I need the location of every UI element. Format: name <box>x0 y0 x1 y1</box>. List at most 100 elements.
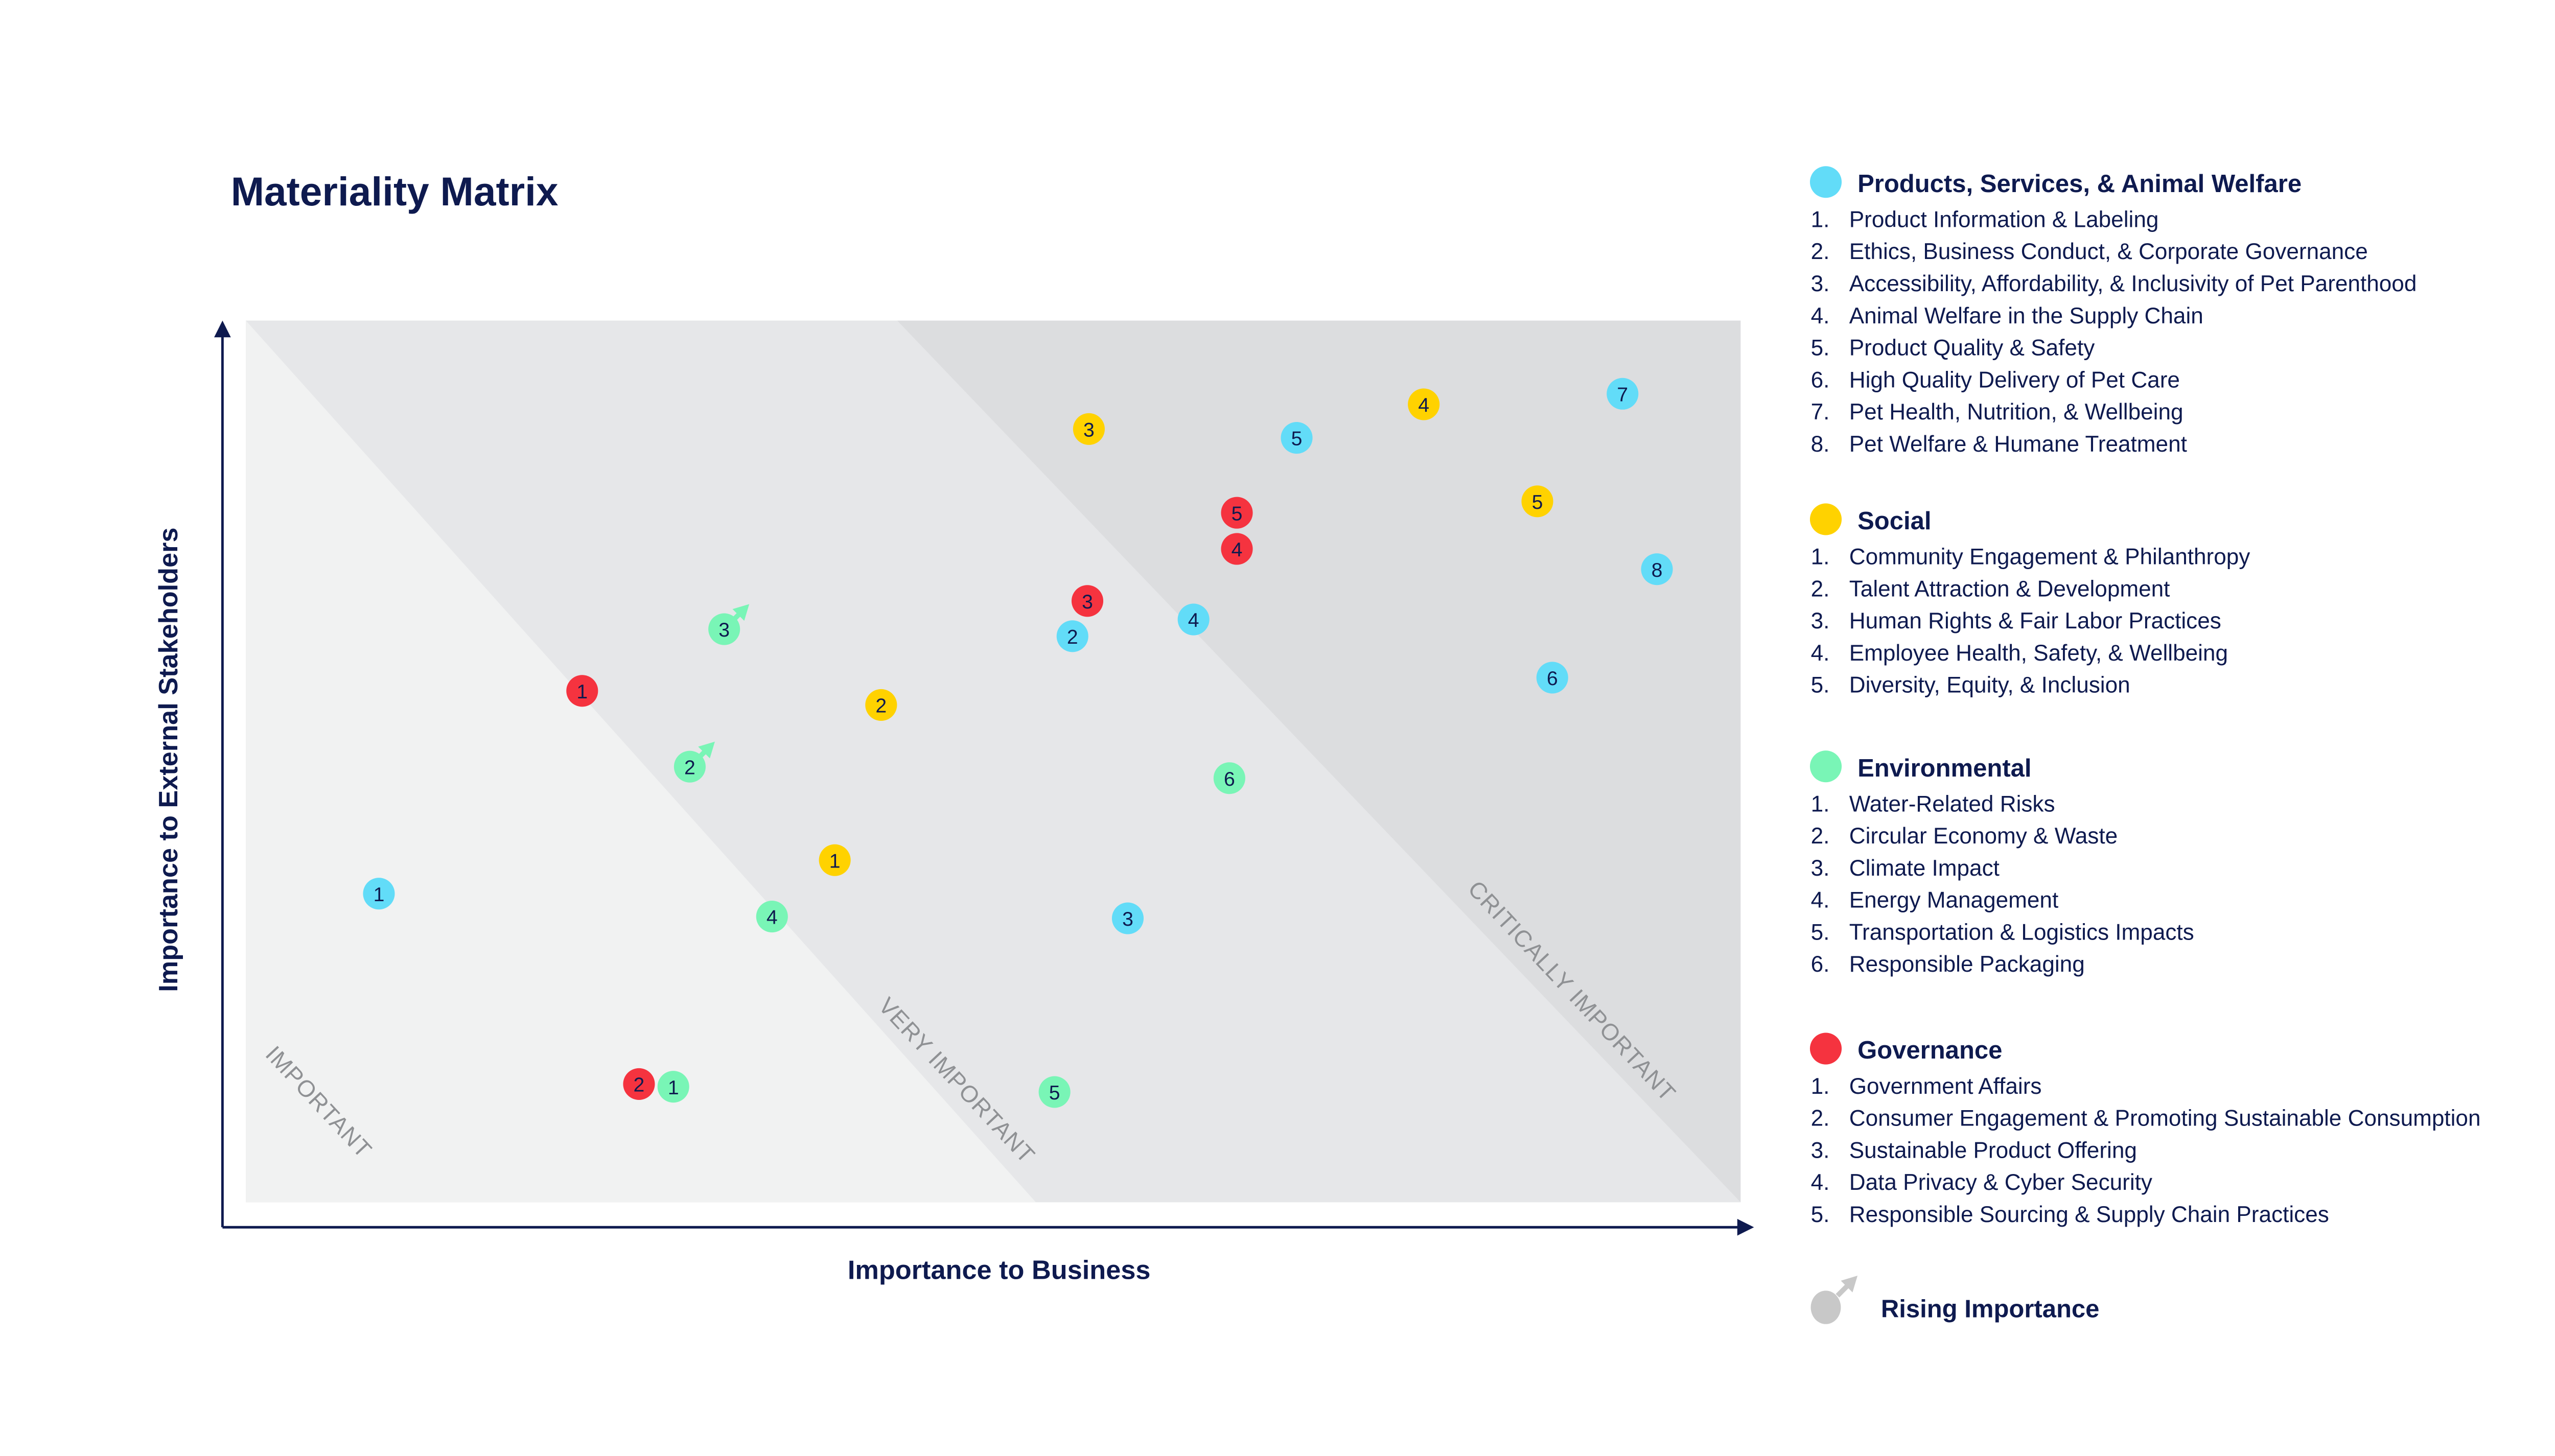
legend-item: Climate Impact <box>1849 856 2000 881</box>
legend-item: High Quality Delivery of Pet Care <box>1849 367 2180 392</box>
data-point[interactable]: 2 <box>865 689 897 721</box>
legend-item: Community Engagement & Philanthropy <box>1849 545 2250 570</box>
legend-item: Sustainable Product Offering <box>1849 1138 2137 1163</box>
legend-item: Government Affairs <box>1849 1074 2042 1099</box>
point-marker <box>1071 585 1104 617</box>
legend-item-number: 2. <box>1811 824 1830 849</box>
legend-rising-importance: Rising Importance <box>1810 1276 2100 1324</box>
legend-item-number: 5. <box>1811 1202 1830 1227</box>
point-marker <box>673 750 706 783</box>
point-marker <box>363 878 395 910</box>
data-point[interactable]: 2 <box>623 1068 655 1100</box>
data-point[interactable]: 4 <box>1408 388 1440 420</box>
rising-arrow-icon-head <box>732 604 750 621</box>
point-marker <box>1056 620 1088 652</box>
data-point[interactable]: 6 <box>1213 762 1245 794</box>
point-label: 6 <box>1547 667 1558 690</box>
legend: Products, Services, & Animal Welfare 1. Pr… <box>1809 166 2481 1324</box>
axes: Importance to Business Importance to Ext… <box>154 320 1754 1285</box>
legend-item-number: 1. <box>1811 545 1830 570</box>
legend-item: Product Quality & Safety <box>1849 336 2095 361</box>
legend-item: Human Rights & Fair Labor Practices <box>1849 608 2221 633</box>
legend-item: Circular Economy & Waste <box>1849 824 2118 849</box>
rising-legend-label: Rising Importance <box>1881 1296 2100 1323</box>
point-marker <box>1038 1076 1071 1108</box>
legend-heading: Environmental <box>1857 755 2031 782</box>
point-marker <box>1213 762 1245 794</box>
legend-item: Pet Welfare & Humane Treatment <box>1849 432 2187 457</box>
point-marker <box>865 689 897 721</box>
data-point[interactable]: 1 <box>657 1071 689 1103</box>
point-label: 4 <box>766 906 778 929</box>
data-point[interactable]: 1 <box>566 675 598 707</box>
point-marker <box>756 901 788 933</box>
data-point[interactable]: 1 <box>363 878 395 910</box>
rising-arrow-icon-head <box>1841 1276 1858 1293</box>
data-point[interactable]: 6 <box>1536 662 1568 694</box>
point-label: 3 <box>1122 908 1133 930</box>
data-point[interactable]: 5 <box>1038 1076 1071 1108</box>
legend-item-number: 3. <box>1811 608 1830 633</box>
legend-item-number: 1. <box>1811 207 1830 232</box>
legend-heading: Social <box>1857 507 1931 535</box>
point-marker <box>819 844 851 876</box>
point-label: 3 <box>718 619 730 641</box>
point-label: 1 <box>668 1076 679 1099</box>
legend-group: Environmental 1. Water-Related Risks 2. Circ… <box>1809 750 2194 977</box>
point-marker <box>1111 902 1144 934</box>
legend-marker <box>1809 503 1842 535</box>
data-point[interactable]: 1 <box>819 844 851 876</box>
legend-item-number: 8. <box>1811 432 1830 457</box>
point-label: 2 <box>684 756 695 779</box>
data-point[interactable]: 5 <box>1221 497 1253 529</box>
legend-group: Governance 1. Government Affairs 2. Consumer… <box>1809 1032 2481 1227</box>
plot-area: IMPORTANT VERY IMPORTANT CRITICALLY IMPO… <box>246 320 1741 1203</box>
point-marker <box>1177 603 1210 636</box>
data-point[interactable]: 2 <box>1056 620 1088 652</box>
y-axis-arrow-icon <box>214 320 231 338</box>
legend-item: Transportation & Logistics Impacts <box>1849 920 2194 945</box>
point-marker <box>1521 485 1553 518</box>
point-marker <box>1408 388 1440 420</box>
x-axis-label: Importance to Business <box>848 1256 1151 1285</box>
legend-item-number: 3. <box>1811 271 1830 296</box>
legend-item-number: 4. <box>1811 303 1830 328</box>
legend-item: Pet Health, Nutrition, & Wellbeing <box>1849 400 2184 425</box>
data-point[interactable]: 3 <box>1073 413 1105 445</box>
point-marker <box>566 675 598 707</box>
data-point[interactable]: 5 <box>1281 421 1313 454</box>
chart-title: Materiality Matrix <box>231 169 559 214</box>
legend-item-number: 1. <box>1811 1074 1830 1099</box>
legend-item: Employee Health, Safety, & Wellbeing <box>1849 641 2228 666</box>
data-point[interactable]: 2 <box>673 741 715 783</box>
legend-item: Talent Attraction & Development <box>1849 576 2170 601</box>
legend-item-number: 2. <box>1811 576 1830 601</box>
legend-item-number: 6. <box>1811 952 1830 977</box>
point-label: 5 <box>1232 502 1243 525</box>
point-marker <box>657 1071 689 1103</box>
rising-arrow-icon-head <box>698 741 715 759</box>
data-point[interactable]: 3 <box>1071 585 1104 617</box>
data-point[interactable]: 4 <box>1221 533 1253 565</box>
legend-item: Ethics, Business Conduct, & Corporate Go… <box>1849 239 2368 264</box>
data-point[interactable]: 7 <box>1607 378 1639 410</box>
data-point[interactable]: 8 <box>1641 553 1673 585</box>
data-point[interactable]: 4 <box>1177 603 1210 636</box>
data-point[interactable]: 3 <box>1111 902 1144 934</box>
point-marker <box>1281 421 1313 454</box>
legend-item: Animal Welfare in the Supply Chain <box>1849 303 2203 328</box>
legend-item-number: 7. <box>1811 400 1830 425</box>
legend-item-number: 5. <box>1811 336 1830 361</box>
legend-item: Product Information & Labeling <box>1849 207 2159 232</box>
point-label: 6 <box>1224 768 1235 790</box>
legend-marker <box>1809 166 1842 198</box>
legend-item-number: 4. <box>1811 1170 1830 1195</box>
legend-item-number: 1. <box>1811 791 1830 816</box>
data-point[interactable]: 5 <box>1521 485 1553 518</box>
legend-item-number: 4. <box>1811 888 1830 913</box>
point-label: 4 <box>1418 394 1429 416</box>
legend-group: Social 1. Community Engagement & Philanthr… <box>1809 503 2250 698</box>
data-point[interactable]: 4 <box>756 901 788 933</box>
data-point[interactable]: 3 <box>708 604 750 645</box>
